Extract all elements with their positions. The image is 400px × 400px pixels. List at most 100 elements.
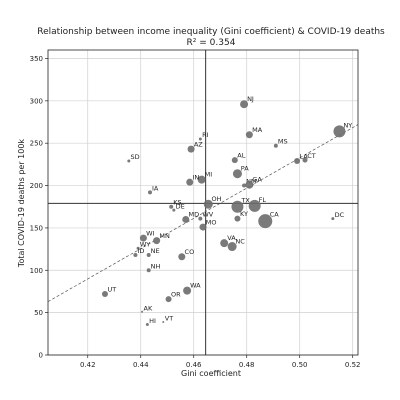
point-label: HI [149,317,156,325]
chart-title: Relationship between income inequality (… [37,27,385,37]
point-label: AZ [194,140,203,148]
trend-line [47,124,359,302]
data-point [169,204,174,209]
data-point [245,180,254,189]
data-point [203,199,213,209]
data-point [172,208,176,212]
data-point [242,183,247,188]
x-tick-label: 0.42 [80,361,96,369]
data-point [258,214,273,229]
points-layer: NJMANYMSRIAZLACTSDALPAMIINIANMGAFLCADCTX… [101,95,352,326]
data-point [178,253,186,261]
data-point [127,159,131,163]
data-point [162,320,165,323]
point-label: FL [259,196,267,204]
point-label: LA [300,152,309,160]
x-tick-label: 0.50 [292,361,308,369]
point-label: NH [151,262,161,270]
mean-lines [48,50,358,355]
data-point [331,217,335,221]
data-point [197,175,206,184]
point-label: IN [193,173,200,181]
data-point [333,125,346,138]
point-label: KS [173,199,181,207]
point-label: MS [278,138,288,146]
point-label: AL [237,152,245,160]
point-label: WA [190,282,201,290]
y-tick-label: 300 [30,97,43,105]
data-point [220,239,229,248]
point-label: TX [240,197,250,205]
data-point [198,216,203,221]
point-label: DC [335,211,345,219]
point-label: MN [159,232,170,240]
point-label: UT [107,286,116,294]
data-point [302,157,308,163]
data-point [198,137,202,141]
data-point [133,253,138,258]
y-tick-label: 150 [30,224,43,232]
point-label: NJ [247,95,254,103]
trend-line-group [47,124,359,302]
point-label: ID [137,247,144,255]
chart-subtitle: R² = 0.354 [187,38,236,48]
point-label: MD [189,211,200,219]
data-point [139,234,147,242]
data-point [153,237,161,245]
y-tick-label: 250 [30,140,43,148]
data-point [183,286,192,295]
data-point [186,178,194,186]
point-label: SD [131,153,140,161]
data-point [294,157,301,164]
data-point [146,268,151,273]
y-tick-label: 0 [39,352,43,360]
x-tick-label: 0.48 [239,361,255,369]
point-label: AK [144,304,153,312]
point-label: WY [140,241,150,249]
point-label: VA [227,234,236,242]
point-label: GA [252,176,262,184]
x-tick-label: 0.52 [345,361,361,369]
point-label: NE [151,247,160,255]
data-point [136,246,140,250]
point-label: MI [205,171,213,179]
x-tick-label: 0.46 [186,361,202,369]
point-label: CO [185,248,195,256]
data-point [187,145,195,153]
data-point [248,199,261,212]
data-point [199,223,207,231]
data-point [231,200,244,213]
data-point [182,215,190,223]
data-point [227,242,237,252]
x-tick-label: 0.44 [133,361,149,369]
point-label: WI [146,229,154,237]
point-label: WV [202,211,213,219]
y-tick-label: 350 [30,55,43,63]
y-axis-ticks: 0 50 100 150 200 250 300 350 [30,55,48,360]
plot-frame [47,49,359,356]
data-point [165,296,172,303]
point-label: IA [152,184,159,192]
data-point [273,143,278,148]
data-point [101,291,108,297]
data-point [245,131,253,139]
point-label: DE [176,202,185,210]
data-point [232,169,242,179]
y-axis-label: Total COVID-19 deaths per 100k [17,139,26,268]
data-point [141,310,144,313]
y-tick-label: 200 [30,182,43,190]
point-label: NY [343,121,352,129]
point-label: CT [307,152,316,160]
point-label: NC [235,237,245,245]
x-axis-label: Gini coefficient [181,369,241,378]
point-label: RI [202,131,209,139]
point-label: VT [165,314,173,322]
data-point [231,157,238,164]
x-axis-ticks: 0.42 0.44 0.46 0.48 0.50 0.52 [80,355,361,369]
data-point [234,215,241,222]
y-tick-label: 50 [34,309,43,317]
point-label: MA [252,126,263,134]
y-tick-label: 100 [30,267,43,275]
point-label: OH [212,195,222,203]
